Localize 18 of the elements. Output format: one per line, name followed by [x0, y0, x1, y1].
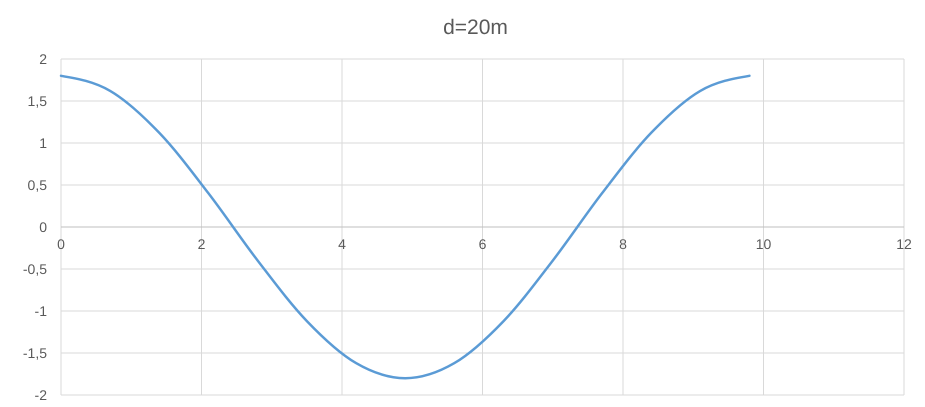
- y-tick-label: -1,5: [22, 344, 48, 361]
- x-tick-label: 6: [478, 236, 487, 252]
- x-tick-label: 10: [756, 236, 772, 252]
- y-tick-label: 1: [39, 134, 48, 151]
- y-tick-label: -0,5: [22, 260, 48, 277]
- x-tick-label: 2: [198, 236, 206, 252]
- x-tick-label: 12: [896, 236, 912, 252]
- y-tick-label: 1,5: [28, 92, 48, 109]
- y-tick-label: -1: [34, 302, 48, 319]
- chart-title: d=20m: [443, 16, 508, 39]
- y-tick-label: 2: [39, 50, 48, 67]
- y-tick-label: 0,5: [28, 176, 48, 193]
- x-tick-label: 8: [619, 236, 628, 252]
- x-tick-label: 4: [338, 236, 346, 252]
- y-tick-label: -2: [34, 386, 48, 403]
- line-series: [60, 74, 751, 380]
- x-tick-label: 0: [57, 236, 66, 252]
- y-tick-label: 0: [39, 218, 48, 235]
